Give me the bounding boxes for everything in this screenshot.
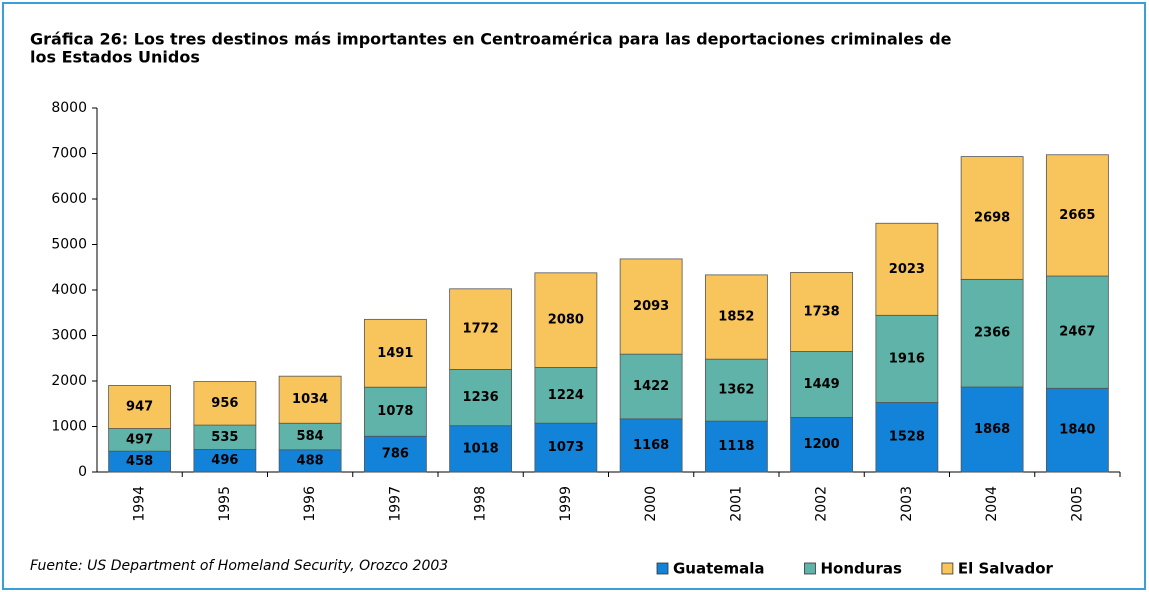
value-label: 2467 — [1059, 325, 1095, 340]
bar-segment — [363, 386, 427, 437]
bar-segment — [363, 435, 427, 473]
x-tick-label: 2003 — [899, 486, 915, 522]
value-label: 584 — [297, 429, 324, 444]
bar-segment — [704, 420, 768, 473]
y-tick-label: 3000 — [51, 328, 87, 344]
x-tick-label: 2005 — [1069, 486, 1085, 522]
legend-label: El Salvador — [958, 560, 1054, 578]
bar-segment — [704, 358, 768, 422]
x-tick-label: 1999 — [558, 486, 574, 522]
bar-segment — [534, 272, 598, 368]
value-label: 2093 — [633, 299, 669, 314]
bar-segment — [875, 314, 939, 403]
bar-segment — [108, 385, 172, 429]
y-tick-label: 4000 — [51, 282, 87, 298]
bar-segment — [960, 278, 1024, 388]
bar-segment — [278, 375, 342, 424]
value-label: 1362 — [718, 383, 754, 398]
value-label: 535 — [211, 430, 238, 445]
bar-segment — [704, 274, 768, 360]
bar-segment — [790, 416, 854, 473]
value-label: 497 — [126, 432, 153, 447]
y-tick-label: 8000 — [51, 100, 87, 116]
bar-segment — [534, 422, 598, 473]
value-label: 1772 — [463, 322, 499, 337]
x-tick-label: 1994 — [132, 486, 148, 522]
value-label: 488 — [297, 453, 324, 468]
value-label: 2023 — [889, 262, 925, 277]
legend-swatch — [804, 562, 816, 575]
y-tick-label: 6000 — [51, 191, 87, 207]
x-tick-label: 2004 — [984, 486, 1000, 522]
bar-segment — [193, 424, 257, 450]
bar-segment — [449, 425, 513, 473]
x-tick-label: 1997 — [387, 486, 403, 522]
value-label: 1528 — [889, 430, 925, 445]
bar-segment — [960, 156, 1024, 280]
chart-title: los Estados Unidos — [30, 48, 200, 67]
x-tick-label: 1996 — [302, 486, 318, 522]
value-label: 786 — [382, 447, 409, 462]
x-tick-label: 2002 — [814, 486, 830, 522]
bar-segment — [875, 222, 939, 316]
bar-segment — [960, 386, 1024, 473]
y-tick-label: 0 — [78, 464, 87, 480]
value-label: 1422 — [633, 379, 669, 394]
value-label: 1852 — [718, 310, 754, 325]
x-tick-label: 2000 — [643, 486, 659, 522]
legend-label: Guatemala — [673, 560, 764, 578]
bar-segment — [534, 367, 598, 424]
value-label: 1738 — [804, 304, 840, 319]
bar-segment — [790, 271, 854, 352]
bar-segment — [1045, 154, 1109, 277]
value-label: 1018 — [463, 441, 499, 456]
source: Fuente: US Department of Homeland Securi… — [30, 558, 448, 574]
value-label: 1224 — [548, 388, 584, 403]
value-label: 1236 — [463, 390, 499, 405]
chart-title: Gráfica 26: Los tres destinos más import… — [30, 30, 952, 49]
bar-segment — [1045, 387, 1109, 473]
value-label: 947 — [126, 400, 153, 415]
value-label: 1078 — [377, 404, 413, 419]
bar-segment — [790, 351, 854, 418]
legend-swatch — [941, 562, 954, 575]
value-label: 1491 — [377, 346, 413, 361]
bar-segment — [619, 418, 683, 473]
value-label: 1034 — [292, 392, 328, 407]
value-label: 2698 — [974, 210, 1010, 225]
bar-segment — [449, 288, 513, 370]
x-tick-label: 1995 — [217, 486, 233, 522]
legend-swatch — [656, 562, 669, 575]
value-label: 1118 — [718, 439, 754, 454]
y-tick-label: 2000 — [51, 373, 87, 389]
bar-segment — [363, 318, 427, 388]
bar-segment — [193, 381, 257, 426]
value-label: 2665 — [1059, 208, 1095, 223]
x-tick-label: 1998 — [473, 486, 489, 522]
value-label: 2366 — [974, 326, 1010, 341]
bar-segment — [619, 258, 683, 355]
value-label: 956 — [211, 396, 238, 411]
value-label: 1200 — [804, 437, 840, 452]
x-tick-label: 2001 — [728, 486, 744, 522]
value-label: 2080 — [548, 313, 584, 328]
value-label: 1916 — [889, 351, 925, 366]
legend-label: Honduras — [820, 560, 901, 578]
value-label: 458 — [126, 454, 153, 469]
value-label: 1168 — [633, 438, 669, 453]
value-label: 1868 — [974, 422, 1010, 437]
y-tick-label: 5000 — [51, 237, 87, 253]
value-label: 1073 — [548, 440, 584, 455]
value-label: 496 — [211, 453, 238, 468]
value-label: 1449 — [804, 377, 840, 392]
y-tick-label: 1000 — [51, 419, 87, 435]
value-label: 1840 — [1059, 423, 1095, 438]
bar-segment — [1045, 275, 1109, 389]
y-tick-label: 7000 — [51, 146, 87, 162]
bar-segment — [278, 422, 342, 451]
bar-segment — [449, 369, 513, 427]
